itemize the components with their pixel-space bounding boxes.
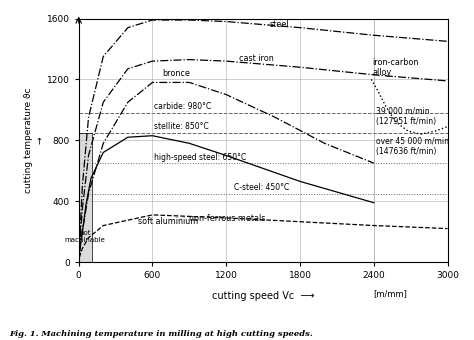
- Text: Fig. 1. Machining temperature in milling at high cutting speeds.: Fig. 1. Machining temperature in milling…: [9, 330, 313, 338]
- Text: non-ferrous metals: non-ferrous metals: [189, 214, 266, 223]
- Text: carbide: 980°C: carbide: 980°C: [154, 102, 211, 110]
- Text: high-speed steel: 650°C: high-speed steel: 650°C: [154, 153, 246, 162]
- Text: C-steel: 450°C: C-steel: 450°C: [234, 183, 289, 192]
- Text: soft aluminium: soft aluminium: [137, 217, 198, 225]
- Text: steel: steel: [269, 20, 289, 29]
- Text: iron-carbon
alloy: iron-carbon alloy: [373, 58, 419, 77]
- Text: bronce: bronce: [162, 69, 190, 78]
- X-axis label: cutting speed Vc  ⟶: cutting speed Vc ⟶: [212, 291, 314, 301]
- Text: cast iron: cast iron: [238, 54, 273, 63]
- Text: 39 000 m/min
(127951 ft/min): 39 000 m/min (127951 ft/min): [376, 106, 437, 125]
- Text: over 45 000 m/min
(147636 ft/min): over 45 000 m/min (147636 ft/min): [376, 137, 449, 156]
- Y-axis label: cutting temperature ϑc
→: cutting temperature ϑc →: [25, 87, 44, 193]
- Text: [m/mm]: [m/mm]: [374, 289, 408, 299]
- Text: not
machinable: not machinable: [65, 230, 105, 243]
- Bar: [79, 133, 91, 262]
- Text: stellite: 850°C: stellite: 850°C: [154, 122, 209, 131]
